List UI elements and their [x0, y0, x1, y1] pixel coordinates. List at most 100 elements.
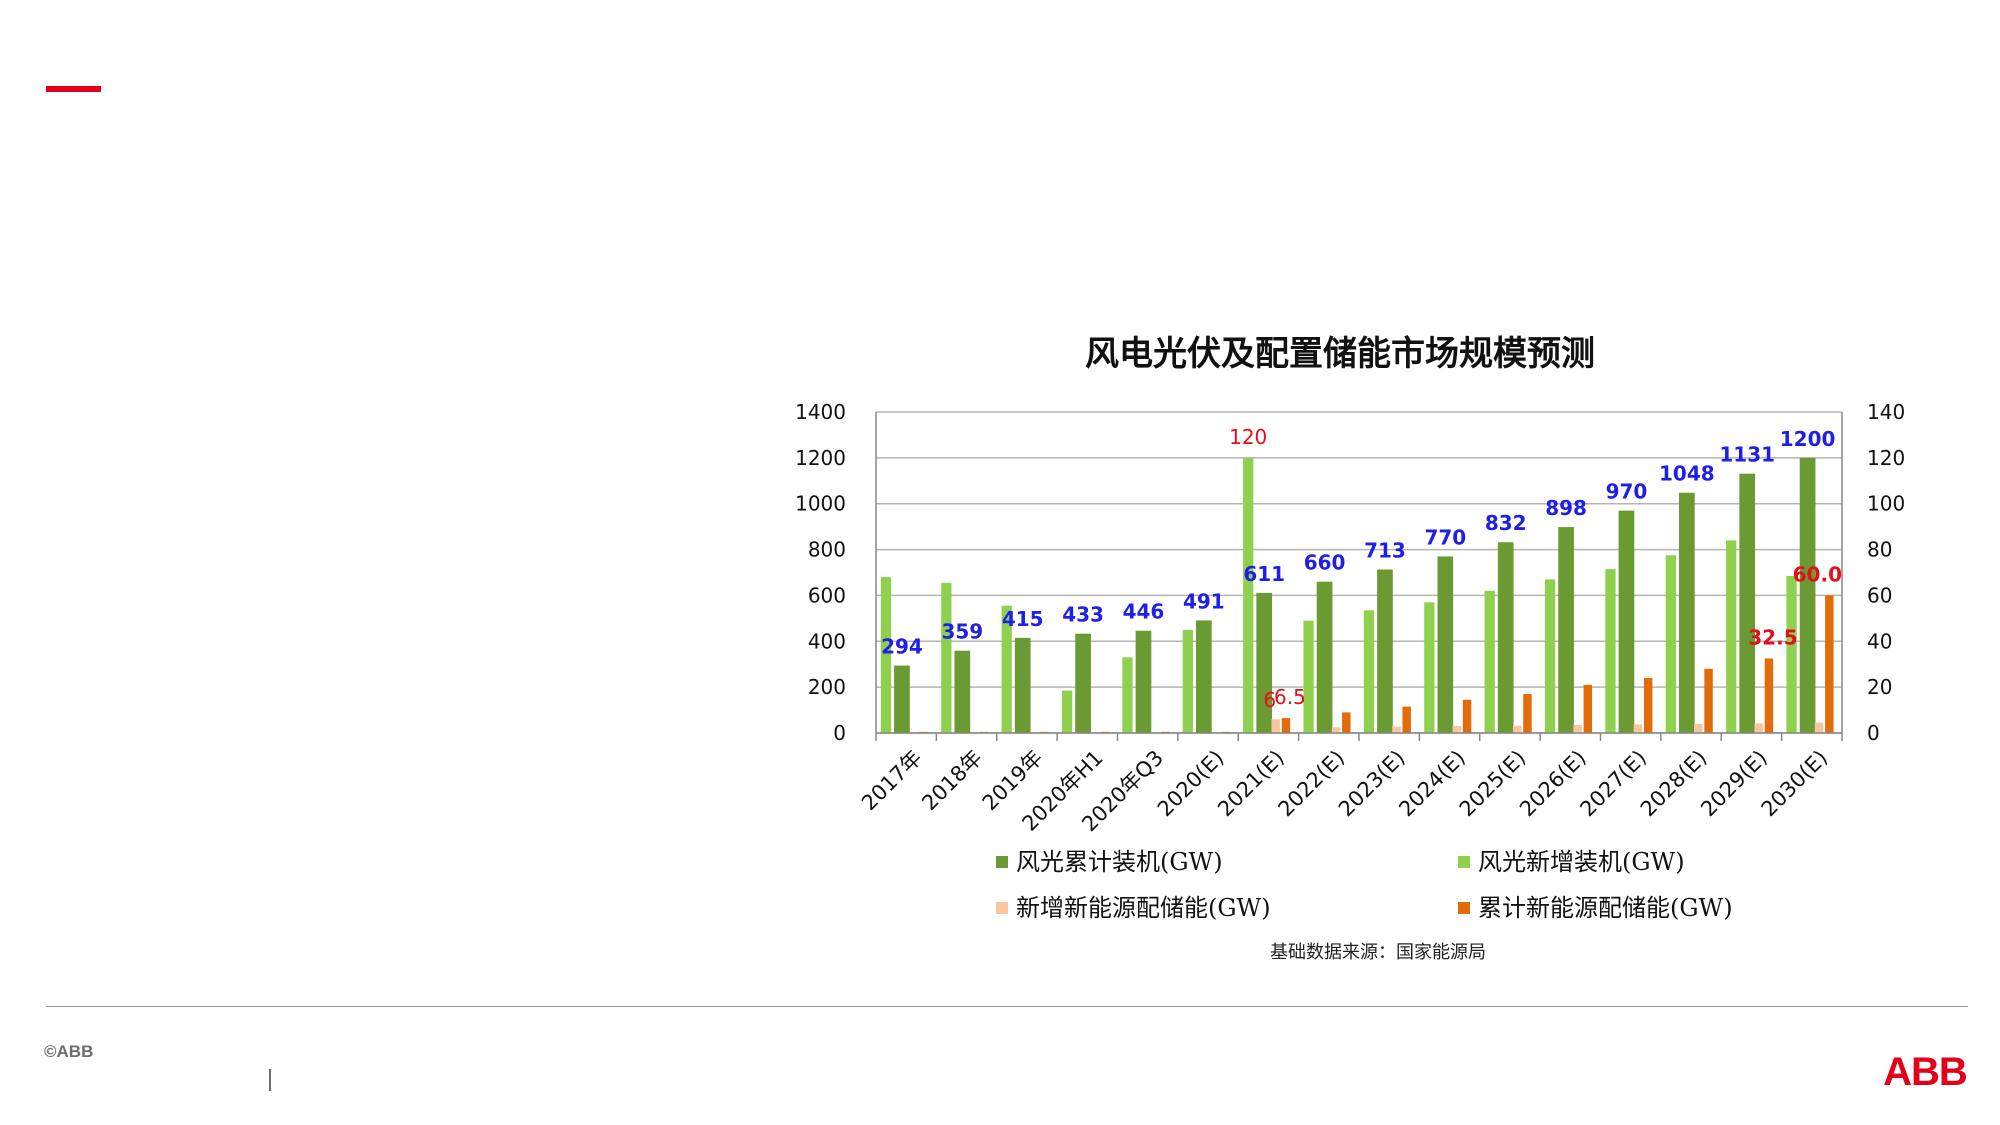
- bar-4: [1643, 677, 1653, 733]
- category-label: 2029(E): [1696, 746, 1772, 822]
- category-label: 2021(E): [1213, 746, 1289, 822]
- legend-swatch: [1458, 856, 1470, 868]
- data-label: 660: [1304, 551, 1346, 575]
- bar-1: [1424, 602, 1435, 733]
- bar-4: [1281, 718, 1291, 733]
- chart-category-labels: 2017年2018年2019年2020年H12020年Q32020(E)2021…: [857, 746, 1832, 837]
- bar-2: [1497, 542, 1514, 733]
- bar-1: [880, 577, 892, 733]
- bar-2: [1377, 569, 1393, 733]
- bar-3: [1512, 725, 1522, 733]
- left-tick-label: 1000: [795, 492, 846, 516]
- bar-1: [1001, 605, 1012, 733]
- category-label: 2024(E): [1394, 746, 1470, 822]
- legend-label: 新增新能源配储能(GW): [1016, 894, 1271, 922]
- bar-1: [1061, 690, 1073, 733]
- category-label: 2028(E): [1636, 746, 1712, 822]
- category-label: 2026(E): [1515, 746, 1591, 822]
- chart-tick-labels: 0 200 400 600 800 1000 1200 1400 0 20 40 60 80 100 120…: [795, 400, 1905, 745]
- data-label: 415: [1002, 607, 1044, 631]
- right-tick-label: 0: [1867, 721, 1880, 745]
- legend-label: 风光新增装机(GW): [1478, 848, 1685, 876]
- category-label: 2018年: [917, 746, 987, 816]
- bar-3: [1814, 722, 1824, 733]
- chart-source-note: 基础数据来源：国家能源局: [1270, 942, 1486, 963]
- data-label: 120: [1229, 425, 1267, 449]
- bar-2: [1014, 637, 1031, 733]
- bar-4: [1402, 706, 1411, 733]
- bar-2: [894, 665, 910, 733]
- data-label: 359: [941, 620, 983, 644]
- data-label: 1048: [1659, 462, 1715, 486]
- abb-logo: ABB: [1883, 1050, 1968, 1092]
- legend-swatch: [996, 902, 1008, 914]
- data-label: 294: [881, 635, 923, 659]
- bar-4: [1583, 684, 1593, 733]
- bar-2: [1316, 581, 1333, 733]
- data-label: 6.5: [1274, 685, 1306, 709]
- left-tick-label: 1200: [795, 446, 846, 470]
- bar-1: [1786, 575, 1797, 733]
- category-label: 2027(E): [1575, 746, 1651, 822]
- chart-data-labels: 120 294 359 415 433 446 491 611 660 713 770 832 898 9…: [881, 425, 1842, 712]
- data-label: 446: [1123, 600, 1165, 624]
- bar-1: [1182, 629, 1193, 733]
- right-tick-label: 60: [1867, 583, 1892, 607]
- bar-4: [1764, 658, 1774, 733]
- bar-2: [1678, 492, 1695, 733]
- data-label: 713: [1364, 539, 1406, 563]
- left-tick-label: 600: [808, 583, 846, 607]
- footer-divider: [46, 1006, 1968, 1007]
- bar-2: [1135, 630, 1152, 733]
- bar-3: [1573, 724, 1582, 733]
- copyright-text: ©ABB: [44, 1042, 94, 1061]
- right-tick-label: 120: [1867, 446, 1905, 470]
- legend-label: 累计新能源配储能(GW): [1478, 894, 1733, 922]
- bar-1: [1484, 590, 1495, 733]
- abb-logo-text: ABB: [1883, 1050, 1967, 1092]
- category-label: 2030(E): [1757, 746, 1833, 822]
- data-label: 491: [1183, 589, 1225, 613]
- bar-1: [1363, 610, 1375, 733]
- bar-1: [1544, 579, 1556, 733]
- bar-3: [1331, 727, 1341, 733]
- bar-2: [1075, 633, 1091, 733]
- data-label: 832: [1485, 511, 1527, 535]
- market-forecast-chart: 风电光伏及配置储能市场规模预测 020040060080010001200140…: [795, 334, 1905, 963]
- chart-title: 风电光伏及配置储能市场规模预测: [1085, 334, 1595, 374]
- data-label: 32.5: [1748, 625, 1797, 649]
- chart-bars: [880, 457, 1834, 733]
- right-tick-label: 140: [1867, 400, 1905, 424]
- right-tick-label: 80: [1867, 538, 1892, 562]
- bar-3: [1754, 723, 1763, 733]
- category-label: 2025(E): [1455, 746, 1531, 822]
- bar-1: [1122, 657, 1133, 733]
- category-label: 2017年: [857, 746, 927, 816]
- bar-4: [1825, 595, 1834, 733]
- bar-2: [1739, 473, 1756, 733]
- bar-2: [954, 650, 971, 733]
- bar-2: [1195, 620, 1212, 733]
- category-label: 2023(E): [1334, 746, 1410, 822]
- bar-3: [1452, 726, 1462, 733]
- data-label: 898: [1545, 496, 1587, 520]
- bar-1: [1243, 457, 1254, 733]
- bar-1: [941, 582, 952, 733]
- data-label: 6: [1263, 688, 1276, 712]
- bar-3: [1271, 719, 1280, 733]
- category-label: 2022(E): [1274, 746, 1350, 822]
- bar-1: [1303, 620, 1314, 733]
- bar-3: [1392, 726, 1401, 733]
- left-tick-label: 400: [808, 629, 846, 653]
- category-label: 2020(E): [1153, 746, 1229, 822]
- bar-2: [1256, 592, 1273, 733]
- data-label: 770: [1424, 525, 1466, 549]
- bar-4: [1462, 699, 1472, 733]
- left-tick-label: 0: [833, 721, 846, 745]
- bar-4: [1342, 712, 1351, 733]
- data-label: 60.0: [1793, 562, 1842, 586]
- bar-1: [1665, 555, 1676, 733]
- bar-2: [1558, 527, 1574, 733]
- data-label: 1131: [1719, 443, 1775, 467]
